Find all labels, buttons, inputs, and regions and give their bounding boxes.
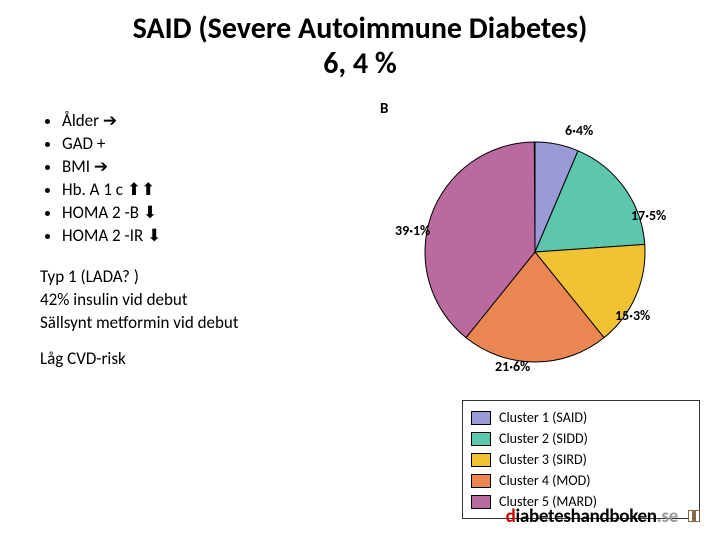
pie-label-sidd: 17·5% [631,207,666,224]
brand-d: d [506,505,516,528]
title-line1: SAID (Severe Autoimmune Diabetes) [133,10,588,47]
legend-swatch [471,453,491,467]
legend-row: Cluster 4 (MOD) [471,470,691,491]
legend-swatch [471,432,491,446]
bullet-item: BMI ➔ [62,156,340,179]
legend-label: Cluster 3 (SIRD) [499,449,587,470]
para1-line2: 42% insulin vid debut [40,289,188,310]
pie-label-sird: 15·3% [615,307,650,324]
legend-swatch [471,411,491,425]
legend-swatch [471,474,491,488]
bullet-item: Ålder ➔ [62,110,340,133]
bullet-item: HOMA 2 -B ⬇ [62,202,340,225]
paragraph-2: Låg CVD-risk [40,348,340,371]
slide: SAID (Severe Autoimmune Diabetes) 6, 4 %… [0,0,720,540]
brand-tld: .se [657,505,678,528]
paragraph-1: Typ 1 (LADA? ) 42% insulin vid debut Säl… [40,266,340,335]
slide-title: SAID (Severe Autoimmune Diabetes) 6, 4 % [0,0,720,81]
chart-area: B 6·4% 17·5% 15·3% 21·6% 39·1% Cluster 1 (SA… [370,100,700,519]
legend-row: Cluster 1 (SAID) [471,407,691,428]
content-left: Ålder ➔ GAD + BMI ➔ Hb. A 1 c ⬆⬆ HOMA 2 … [40,110,340,385]
para1-line1: Typ 1 (LADA? ) [40,266,139,287]
pie-svg [405,122,665,382]
para1-line3: Sällsynt metformin vid debut [40,312,239,333]
chart-legend: Cluster 1 (SAID)Cluster 2 (SIDD)Cluster … [462,400,700,519]
legend-label: Cluster 2 (SIDD) [499,428,588,449]
bullet-item: Hb. A 1 c ⬆⬆ [62,179,340,202]
bullet-list: Ålder ➔ GAD + BMI ➔ Hb. A 1 c ⬆⬆ HOMA 2 … [40,110,340,248]
pie-label-mod: 21·6% [495,358,530,375]
chart-panel-label: B [380,100,700,118]
bullet-item: GAD + [62,133,340,156]
legend-label: Cluster 1 (SAID) [499,407,587,428]
book-icon [686,507,702,530]
pie-label-said: 6·4% [565,122,593,139]
legend-row: Cluster 2 (SIDD) [471,428,691,449]
bullet-item: HOMA 2 -IR ⬇ [62,225,340,248]
legend-row: Cluster 3 (SIRD) [471,449,691,470]
title-line2: 6, 4 % [323,45,397,82]
brand-rest: iabeteshandboken [516,505,657,528]
pie-label-mard: 39·1% [395,222,430,239]
legend-swatch [471,495,491,509]
pie-chart: 6·4%17·5%15·3%21·6%39·1% [405,122,665,382]
footer-brand: diabeteshandboken.se [506,505,702,530]
legend-label: Cluster 4 (MOD) [499,470,591,491]
